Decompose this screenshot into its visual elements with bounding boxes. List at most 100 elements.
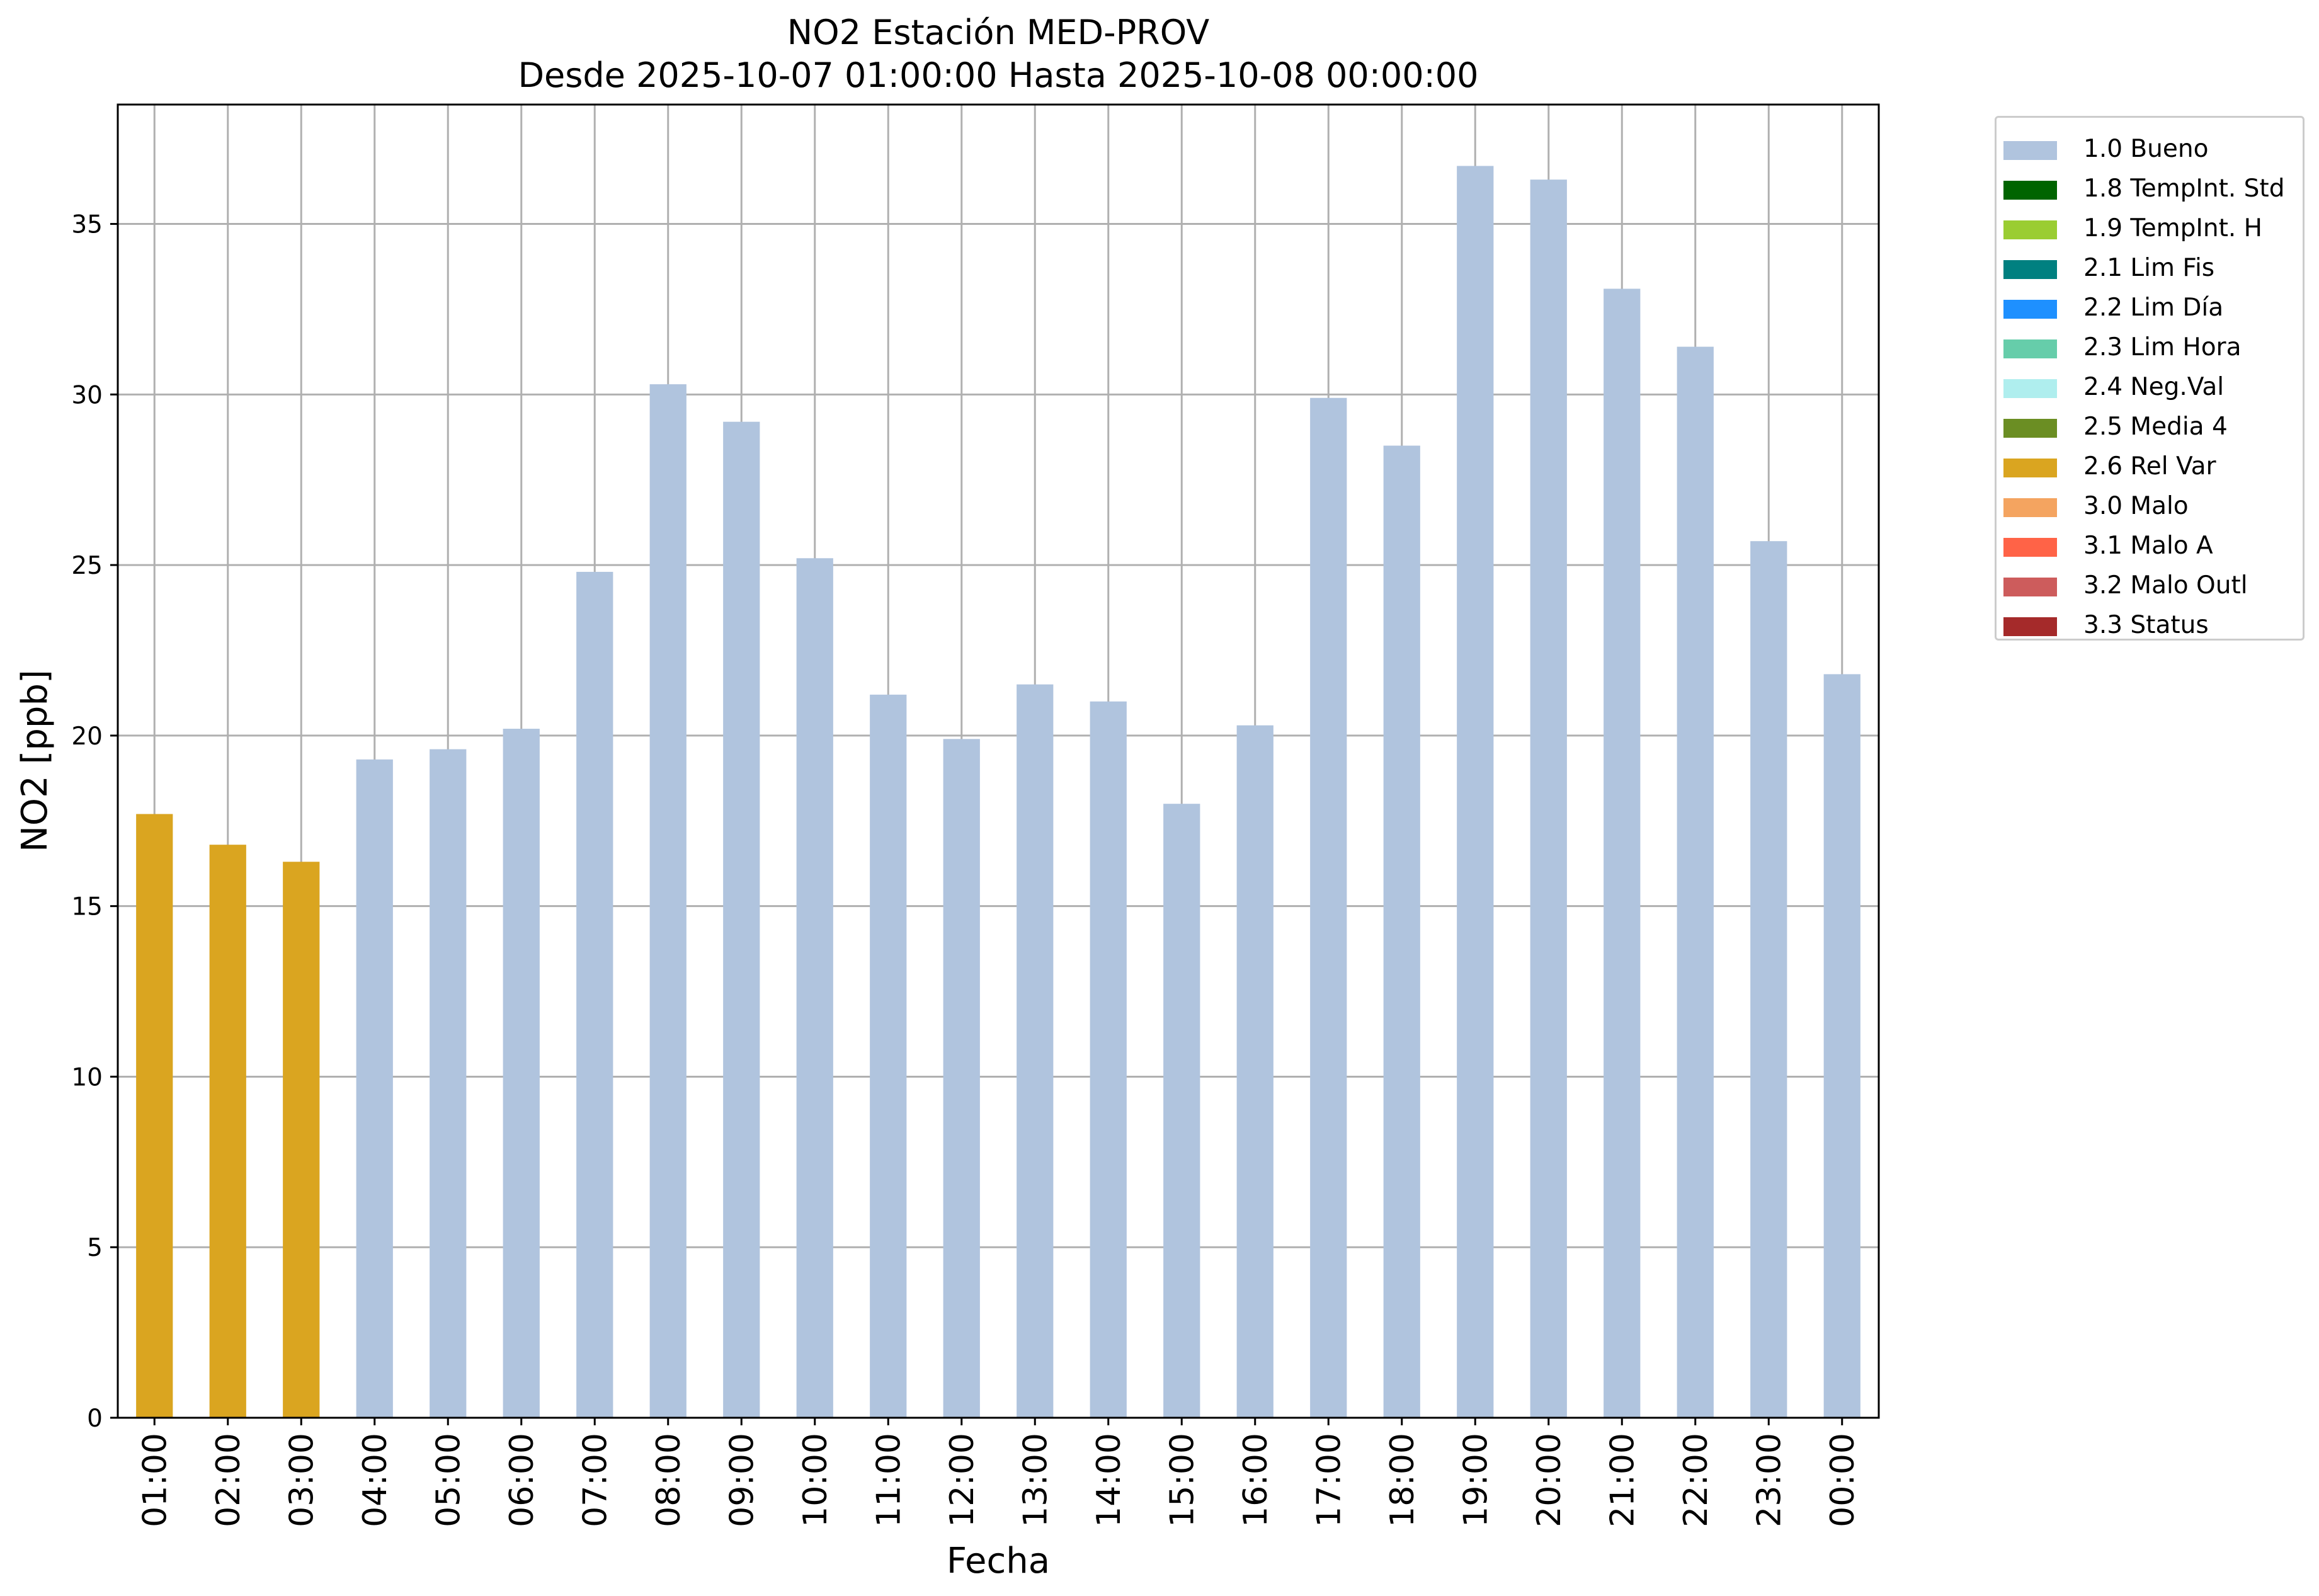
legend-item: 3.0 Malo (1997, 487, 2303, 526)
legend-label: 2.2 Lim Día (2083, 294, 2224, 322)
x-tick-label: 12:00 (943, 1433, 981, 1527)
legend-label: 3.1 Malo A (2083, 532, 2213, 560)
legend-label: 3.2 Malo Outl (2083, 571, 2248, 600)
legend-item: 2.1 Lim Fis (1997, 249, 2303, 288)
legend-swatch (2003, 339, 2057, 358)
bar-0300 (283, 862, 320, 1418)
x-tick-label: 02:00 (210, 1433, 248, 1527)
bar-2300 (1750, 541, 1787, 1418)
legend-swatch (2003, 141, 2057, 160)
legend: 1.0 Bueno 1.8 TempInt. Std 1.9 TempInt. H 2… (1995, 116, 2305, 641)
x-tick-label: 21:00 (1604, 1433, 1641, 1527)
x-tick-label: 20:00 (1530, 1433, 1568, 1527)
bar-2000 (1530, 180, 1567, 1418)
y-tick-label: 25 (71, 552, 103, 580)
x-tick-label: 05:00 (430, 1433, 467, 1527)
legend-swatch (2003, 300, 2057, 319)
bar-0700 (576, 571, 613, 1418)
x-tick-label: 06:00 (503, 1433, 541, 1527)
x-tick-label: 04:00 (356, 1433, 394, 1527)
x-tick-label: 16:00 (1237, 1433, 1275, 1527)
x-tick-label: 14:00 (1090, 1433, 1128, 1527)
legend-item: 2.6 Rel Var (1997, 447, 2303, 486)
bar-2100 (1604, 288, 1641, 1418)
legend-swatch (2003, 459, 2057, 477)
y-tick-label: 30 (71, 381, 103, 409)
bar-2200 (1677, 346, 1714, 1418)
bar-1600 (1236, 725, 1273, 1418)
bar-0400 (356, 759, 393, 1418)
legend-label: 1.8 TempInt. Std (2083, 174, 2285, 203)
chart-title: NO2 Estación MED-PROV (787, 13, 1209, 52)
legend-label: 3.3 Status (2083, 611, 2209, 639)
x-tick-label: 01:00 (136, 1433, 174, 1527)
legend-swatch (2003, 419, 2057, 438)
bar-1400 (1090, 701, 1127, 1418)
legend-swatch (2003, 498, 2057, 517)
y-tick-label: 20 (71, 722, 103, 751)
legend-item: 1.0 Bueno (1997, 130, 2303, 169)
legend-item: 3.1 Malo A (1997, 527, 2303, 566)
chart-subtitle: Desde 2025-10-07 01:00:00 Hasta 2025-10-… (518, 55, 1478, 95)
legend-item: 3.3 Status (1997, 606, 2303, 645)
bar-1000 (796, 558, 833, 1418)
legend-label: 2.4 Neg.Val (2083, 373, 2225, 401)
x-tick-label: 07:00 (576, 1433, 614, 1527)
x-tick-label: 10:00 (797, 1433, 835, 1527)
legend-swatch (2003, 260, 2057, 279)
y-tick-label: 15 (71, 893, 103, 921)
legend-swatch (2003, 220, 2057, 239)
bar-1100 (870, 694, 907, 1418)
plot-frame (117, 103, 1880, 1419)
x-tick-label: 18:00 (1384, 1433, 1422, 1527)
x-tick-label: 11:00 (870, 1433, 908, 1527)
bar-0500 (430, 749, 467, 1418)
legend-label: 2.5 Media 4 (2083, 413, 2228, 441)
x-tick-label: 23:00 (1750, 1433, 1788, 1527)
y-tick-label: 35 (71, 211, 103, 239)
legend-item: 1.8 TempInt. Std (1997, 169, 2303, 208)
x-tick-label: 15:00 (1163, 1433, 1201, 1527)
legend-item: 1.9 TempInt. H (1997, 209, 2303, 248)
bar-1800 (1383, 445, 1420, 1418)
x-tick-label: 17:00 (1310, 1433, 1348, 1527)
bar-1900 (1457, 166, 1494, 1418)
x-tick-label: 08:00 (650, 1433, 688, 1527)
legend-item: 2.4 Neg.Val (1997, 368, 2303, 407)
x-tick-label: 19:00 (1457, 1433, 1495, 1527)
legend-swatch (2003, 379, 2057, 398)
legend-label: 2.3 Lim Hora (2083, 333, 2242, 362)
legend-swatch (2003, 578, 2057, 596)
bars (136, 166, 1860, 1418)
bar-0800 (649, 384, 687, 1418)
legend-swatch (2003, 538, 2057, 557)
legend-swatch (2003, 181, 2057, 200)
x-tick-label: 22:00 (1677, 1433, 1715, 1527)
bar-1500 (1163, 804, 1200, 1418)
bar-1700 (1310, 397, 1347, 1418)
y-axis-label: NO2 [ppb] (14, 670, 55, 852)
y-tick-label: 0 (87, 1405, 103, 1433)
bar-0600 (503, 729, 540, 1418)
legend-label: 1.9 TempInt. H (2083, 214, 2262, 242)
legend-item: 2.2 Lim Día (1997, 288, 2303, 328)
legend-swatch (2003, 617, 2057, 636)
y-axis-ticks: 0 5 10 15 20 25 30 35 (71, 211, 118, 1433)
legend-label: 2.1 Lim Fis (2083, 254, 2215, 282)
legend-label: 1.0 Bueno (2083, 135, 2209, 163)
bar-1200 (943, 739, 980, 1418)
legend-item: 3.2 Malo Outl (1997, 566, 2303, 605)
legend-item: 2.5 Media 4 (1997, 408, 2303, 447)
x-axis-label: Fecha (947, 1541, 1050, 1582)
x-axis-ticks: 01:00 02:00 03:00 04:00 05:00 06:00 07:00 08:00… (136, 1418, 1862, 1527)
x-tick-label: 00:00 (1824, 1433, 1862, 1527)
y-tick-label: 10 (71, 1063, 103, 1092)
x-tick-label: 03:00 (283, 1433, 321, 1527)
legend-item: 2.3 Lim Hora (1997, 328, 2303, 367)
legend-label: 3.0 Malo (2083, 492, 2189, 520)
y-tick-label: 5 (87, 1234, 103, 1262)
bar-0000 (1823, 674, 1860, 1418)
x-tick-label: 09:00 (723, 1433, 761, 1527)
x-tick-label: 13:00 (1017, 1433, 1054, 1527)
